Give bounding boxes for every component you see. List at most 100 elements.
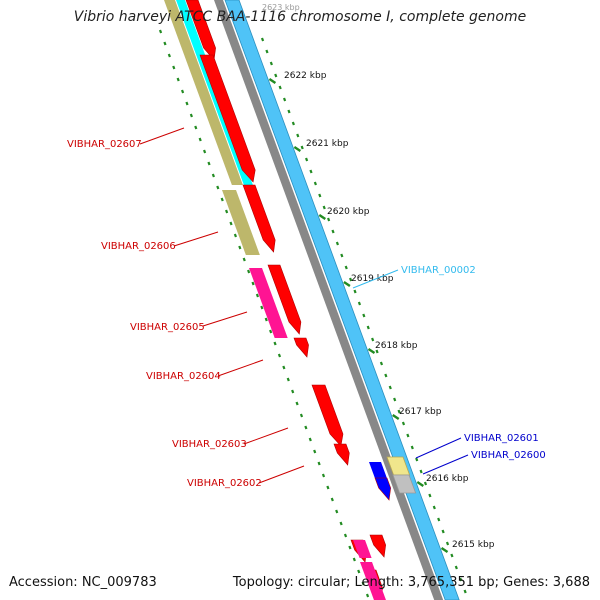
- ruler-dot: [172, 65, 176, 70]
- ruler-dot: [309, 169, 313, 174]
- ruler-dot: [317, 461, 321, 466]
- leader-line-02606: [173, 231, 219, 247]
- ruler-major-tick-1: [293, 146, 302, 152]
- ruler-dot: [260, 305, 264, 310]
- ruler-dot: [163, 41, 167, 46]
- cds-arrow-a: [185, 0, 216, 61]
- ruler-dot: [419, 469, 423, 474]
- ruler-dot: [277, 353, 282, 358]
- ruler-dot: [225, 209, 229, 214]
- ruler-dot: [357, 301, 362, 306]
- cds-arrow-c: [242, 184, 276, 253]
- ruler-dot: [300, 145, 304, 150]
- ruler-dot: [361, 581, 365, 586]
- gene-label-vibhar-02602[interactable]: VIBHAR_02602: [187, 478, 262, 489]
- ruler-dot: [198, 137, 202, 142]
- ruler-dot: [296, 133, 300, 138]
- ruler-dot: [352, 557, 356, 562]
- ruler-dot: [415, 457, 419, 462]
- gene-label-vibhar-02604[interactable]: VIBHAR_02604: [146, 371, 221, 382]
- ruler-dot: [330, 497, 334, 502]
- ruler-dot: [321, 473, 326, 478]
- ruler-dot: [286, 377, 290, 382]
- ruler-dot: [269, 329, 273, 334]
- ruler-dot: [194, 125, 198, 130]
- gene-label-vibhar-02605[interactable]: VIBHAR_02605: [130, 322, 205, 333]
- accession-text: Accession: NC_009783: [9, 575, 157, 590]
- ruler-dot: [432, 505, 436, 510]
- ruler-dot: [362, 313, 366, 318]
- ruler-dot: [459, 577, 463, 582]
- leader-line-02600: [422, 454, 469, 475]
- ruler-dot: [255, 293, 260, 298]
- ruler-dot: [264, 317, 268, 322]
- ruler-dot: [274, 73, 278, 78]
- ruler-dot: [353, 289, 357, 294]
- ruler-dot: [441, 529, 445, 534]
- ruler-dot: [437, 517, 441, 522]
- genome-summary-text: Topology: circular; Length: 3,765,351 bp…: [232, 575, 590, 590]
- ruler-dot: [322, 205, 326, 210]
- ruler-dot: [158, 29, 163, 34]
- ruler-dot: [326, 485, 330, 490]
- ruler-dot: [331, 229, 335, 234]
- ruler-dot: [335, 241, 340, 246]
- ruler-dot: [216, 185, 220, 190]
- ruler-dot: [305, 157, 309, 162]
- ruler-dot: [269, 61, 273, 66]
- cds-arrow-g: [333, 443, 350, 466]
- ruler-dot: [185, 101, 189, 106]
- plus-strand-band: [224, 0, 460, 600]
- ruler-dot: [278, 85, 282, 90]
- ruler-dot: [384, 373, 388, 378]
- gene-label-vibhar-02600[interactable]: VIBHAR_02600: [471, 450, 546, 461]
- ruler-dot: [379, 361, 384, 366]
- ruler-dot: [428, 493, 432, 498]
- pink-feature-bottom-2: [360, 562, 386, 600]
- backbone-track: [214, 0, 444, 600]
- ruler-major-tick-6: [416, 481, 424, 487]
- feature-tracks: [164, 0, 460, 600]
- ruler-dot: [365, 593, 370, 598]
- ruler-dot: [450, 553, 454, 558]
- ruler-tick-label-2615: 2615 kbp: [452, 540, 495, 550]
- gene-label-vibhar-02607[interactable]: VIBHAR_02607: [67, 139, 142, 150]
- ruler-dot: [282, 97, 287, 102]
- cds-arrow-f: [311, 384, 344, 447]
- ruler-dot: [343, 533, 348, 538]
- ruler-dot: [357, 569, 361, 574]
- ruler-dot: [247, 269, 251, 274]
- ruler-dot: [176, 77, 180, 82]
- ruler-tick-label-2616: 2616 kbp: [426, 474, 469, 484]
- ruler-tick-label-top: 2623 kbp: [262, 3, 300, 12]
- gene-label-vibhar-02606[interactable]: VIBHAR_02606: [101, 241, 176, 252]
- ruler-tick-label-2620: 2620 kbp: [327, 207, 370, 217]
- ruler-dot: [242, 257, 246, 262]
- gene-label-vibhar-00002[interactable]: VIBHAR_00002: [401, 265, 476, 276]
- gene-label-vibhar-02603[interactable]: VIBHAR_02603: [172, 439, 247, 450]
- ruler-dot: [220, 197, 224, 202]
- ruler-dot: [203, 149, 207, 154]
- ruler-dot: [304, 425, 308, 430]
- ruler-dot: [393, 397, 397, 402]
- pink-feature-02605: [249, 268, 288, 338]
- ruler-dot: [167, 53, 171, 58]
- cds-arrow-e: [293, 337, 309, 358]
- ruler-dot: [401, 421, 406, 426]
- ruler-major-tick-0: [268, 78, 277, 84]
- ruler-dot: [211, 173, 215, 178]
- ruler-tick-label-2619: 2619 kbp: [351, 274, 394, 284]
- ruler-dot: [313, 181, 317, 186]
- ruler-dots-right: [260, 37, 467, 594]
- ruler-dot: [291, 121, 295, 126]
- ruler-dot: [388, 385, 392, 390]
- gene-label-vibhar-02601[interactable]: VIBHAR_02601: [464, 433, 539, 444]
- leader-line-02605: [202, 311, 248, 327]
- ruler-tick-label-2622: 2622 kbp: [284, 71, 327, 81]
- map-title: Vibrio harveyi ATCC BAA-1116 chromosome …: [73, 9, 527, 25]
- ruler-major-tick-4: [367, 348, 376, 354]
- ruler-dot: [265, 49, 269, 54]
- ruler-dot: [313, 449, 317, 454]
- gray-gene: [392, 474, 417, 494]
